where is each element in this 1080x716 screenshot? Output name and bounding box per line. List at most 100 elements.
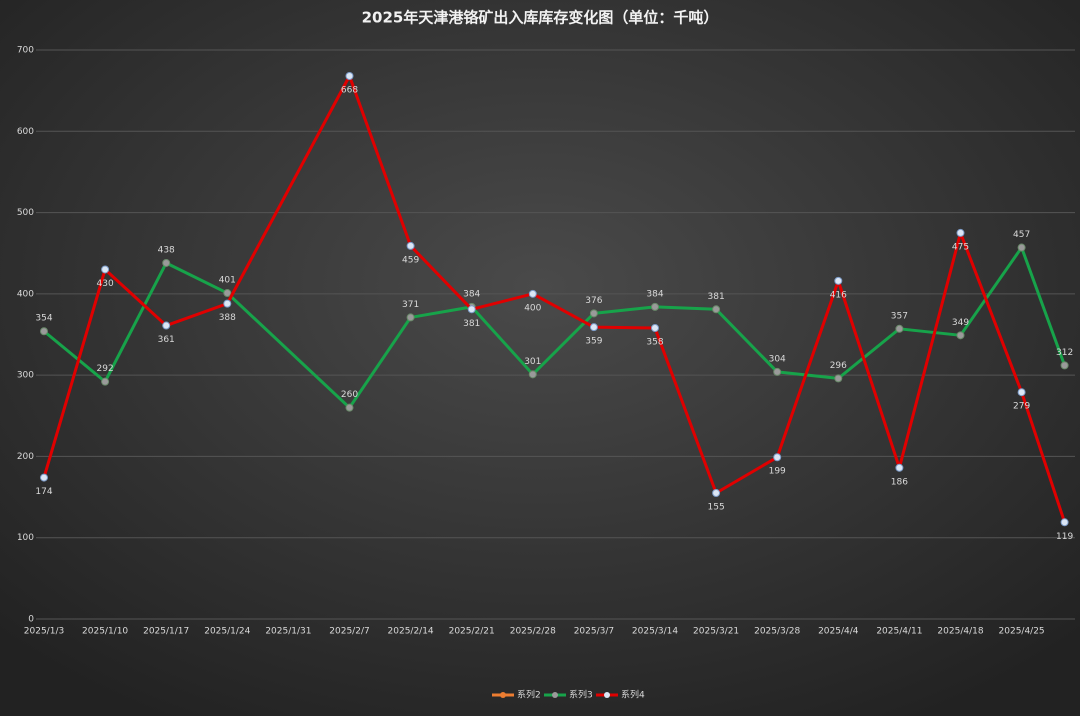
data-label: 376 bbox=[585, 296, 602, 306]
data-point bbox=[651, 323, 659, 332]
data-label: 292 bbox=[97, 364, 114, 374]
data-label: 400 bbox=[524, 303, 541, 313]
y-tick-label: 400 bbox=[17, 289, 34, 299]
data-label: 384 bbox=[646, 289, 663, 299]
data-label: 438 bbox=[158, 245, 175, 255]
data-point bbox=[40, 327, 48, 336]
data-label: 358 bbox=[646, 337, 663, 347]
data-point bbox=[162, 258, 171, 267]
legend-label: 系列3 bbox=[569, 689, 593, 701]
data-point bbox=[1017, 243, 1026, 252]
data-label: 668 bbox=[341, 86, 358, 96]
data-point bbox=[223, 289, 232, 298]
data-label: 354 bbox=[35, 314, 52, 324]
data-point bbox=[1060, 361, 1069, 370]
data-label: 296 bbox=[830, 361, 847, 371]
data-label: 359 bbox=[585, 337, 602, 347]
x-tick-label: 2025/2/14 bbox=[388, 627, 434, 637]
data-point bbox=[40, 473, 48, 482]
data-label: 401 bbox=[219, 276, 236, 286]
data-label: 361 bbox=[158, 335, 175, 345]
data-label: 371 bbox=[402, 300, 419, 310]
x-tick-label: 2025/2/28 bbox=[510, 627, 556, 637]
legend-marker bbox=[552, 692, 558, 698]
data-point bbox=[895, 463, 904, 472]
data-label: 174 bbox=[35, 487, 52, 497]
y-tick-label: 700 bbox=[17, 46, 34, 56]
legend-label: 系列4 bbox=[621, 689, 645, 701]
y-tick-label: 300 bbox=[17, 371, 34, 381]
data-point bbox=[956, 331, 965, 340]
data-label: 155 bbox=[708, 503, 725, 513]
y-tick-label: 100 bbox=[17, 533, 34, 543]
y-tick-label: 200 bbox=[17, 452, 34, 462]
data-point bbox=[467, 305, 476, 314]
data-point bbox=[773, 367, 782, 376]
data-point bbox=[1060, 518, 1069, 527]
data-label: 119 bbox=[1056, 532, 1073, 542]
chart-title: 2025年天津港铬矿出入库库存变化图（单位：千吨） bbox=[362, 9, 719, 27]
x-tick-label: 2025/4/4 bbox=[818, 627, 859, 637]
x-tick-label: 2025/4/11 bbox=[876, 627, 922, 637]
data-label: 304 bbox=[769, 354, 786, 364]
y-tick-label: 500 bbox=[17, 208, 34, 218]
data-point bbox=[589, 309, 598, 318]
data-label: 260 bbox=[341, 390, 358, 400]
x-tick-label: 2025/4/25 bbox=[999, 627, 1045, 637]
x-tick-label: 2025/3/7 bbox=[574, 627, 614, 637]
data-point bbox=[651, 302, 659, 311]
data-label: 459 bbox=[402, 255, 419, 265]
data-point bbox=[956, 228, 965, 237]
data-label: 381 bbox=[463, 319, 480, 329]
data-point bbox=[101, 265, 110, 274]
data-point bbox=[834, 276, 843, 285]
data-label: 199 bbox=[769, 467, 786, 477]
x-tick-label: 2025/3/21 bbox=[693, 627, 739, 637]
legend: 系列2 系列3 系列4 bbox=[492, 689, 645, 701]
x-tick-label: 2025/1/3 bbox=[24, 627, 64, 637]
legend-label: 系列2 bbox=[517, 689, 541, 701]
data-label: 457 bbox=[1013, 230, 1030, 240]
data-point bbox=[406, 241, 415, 250]
data-label: 357 bbox=[891, 311, 908, 321]
data-point bbox=[162, 321, 171, 330]
x-tick-label: 2025/3/14 bbox=[632, 627, 678, 637]
data-label: 384 bbox=[463, 289, 480, 299]
data-point bbox=[712, 305, 721, 314]
x-tick-label: 2025/1/31 bbox=[265, 627, 311, 637]
data-point bbox=[345, 403, 354, 412]
data-label: 279 bbox=[1013, 402, 1030, 412]
data-label: 186 bbox=[891, 477, 908, 487]
x-tick-label: 2025/1/17 bbox=[143, 627, 189, 637]
data-point bbox=[1017, 388, 1026, 397]
data-label: 381 bbox=[708, 292, 725, 302]
data-label: 301 bbox=[524, 357, 541, 367]
data-label: 349 bbox=[952, 318, 969, 328]
data-point bbox=[834, 374, 843, 383]
x-tick-label: 2025/2/21 bbox=[449, 627, 495, 637]
data-point bbox=[773, 453, 782, 462]
data-point bbox=[101, 377, 110, 386]
data-point bbox=[406, 313, 415, 322]
x-tick-label: 2025/1/10 bbox=[82, 627, 128, 637]
x-tick-label: 2025/1/24 bbox=[204, 627, 250, 637]
data-point bbox=[712, 489, 721, 498]
legend-marker bbox=[604, 692, 610, 698]
data-point bbox=[345, 72, 354, 81]
x-tick-label: 2025/3/28 bbox=[754, 627, 800, 637]
data-point bbox=[528, 289, 537, 298]
legend-marker bbox=[500, 692, 506, 698]
data-label: 416 bbox=[830, 290, 847, 300]
data-point bbox=[528, 370, 537, 379]
data-point bbox=[895, 324, 904, 333]
data-label: 475 bbox=[952, 242, 969, 252]
y-tick-label: 600 bbox=[17, 127, 34, 137]
data-label: 312 bbox=[1056, 348, 1073, 358]
x-tick-label: 2025/2/7 bbox=[329, 627, 369, 637]
data-label: 388 bbox=[219, 313, 236, 323]
y-tick-label: 0 bbox=[28, 615, 34, 625]
data-point bbox=[223, 299, 232, 308]
